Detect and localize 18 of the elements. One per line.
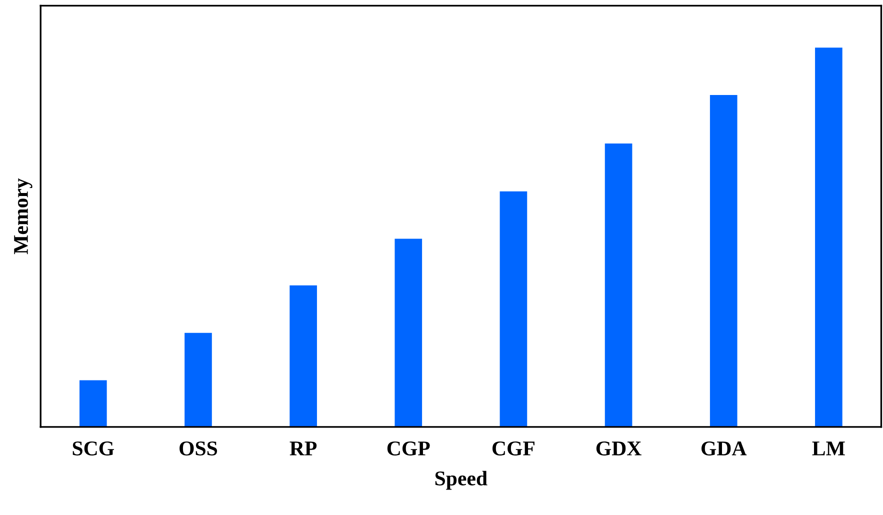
- x-axis-title: Speed: [435, 470, 488, 490]
- bar: [79, 380, 107, 427]
- x-tick-label: OSS: [180, 441, 218, 456]
- x-tick-label: LM: [812, 442, 845, 456]
- bar: [815, 48, 842, 427]
- bar: [500, 191, 528, 427]
- x-tick-label: SCG: [72, 441, 114, 456]
- y-axis-title: Memory: [14, 178, 32, 254]
- x-tick-label: GDX: [596, 441, 642, 456]
- x-tick-label: CGP: [387, 441, 430, 456]
- bar: [604, 144, 632, 427]
- x-tick-label: CGF: [492, 441, 534, 456]
- bar: [184, 332, 212, 427]
- x-tick-label: RP: [290, 442, 317, 456]
- bar: [290, 285, 317, 427]
- bar: [394, 238, 422, 427]
- x-tick-label: GDA: [701, 441, 747, 456]
- bar: [710, 95, 738, 427]
